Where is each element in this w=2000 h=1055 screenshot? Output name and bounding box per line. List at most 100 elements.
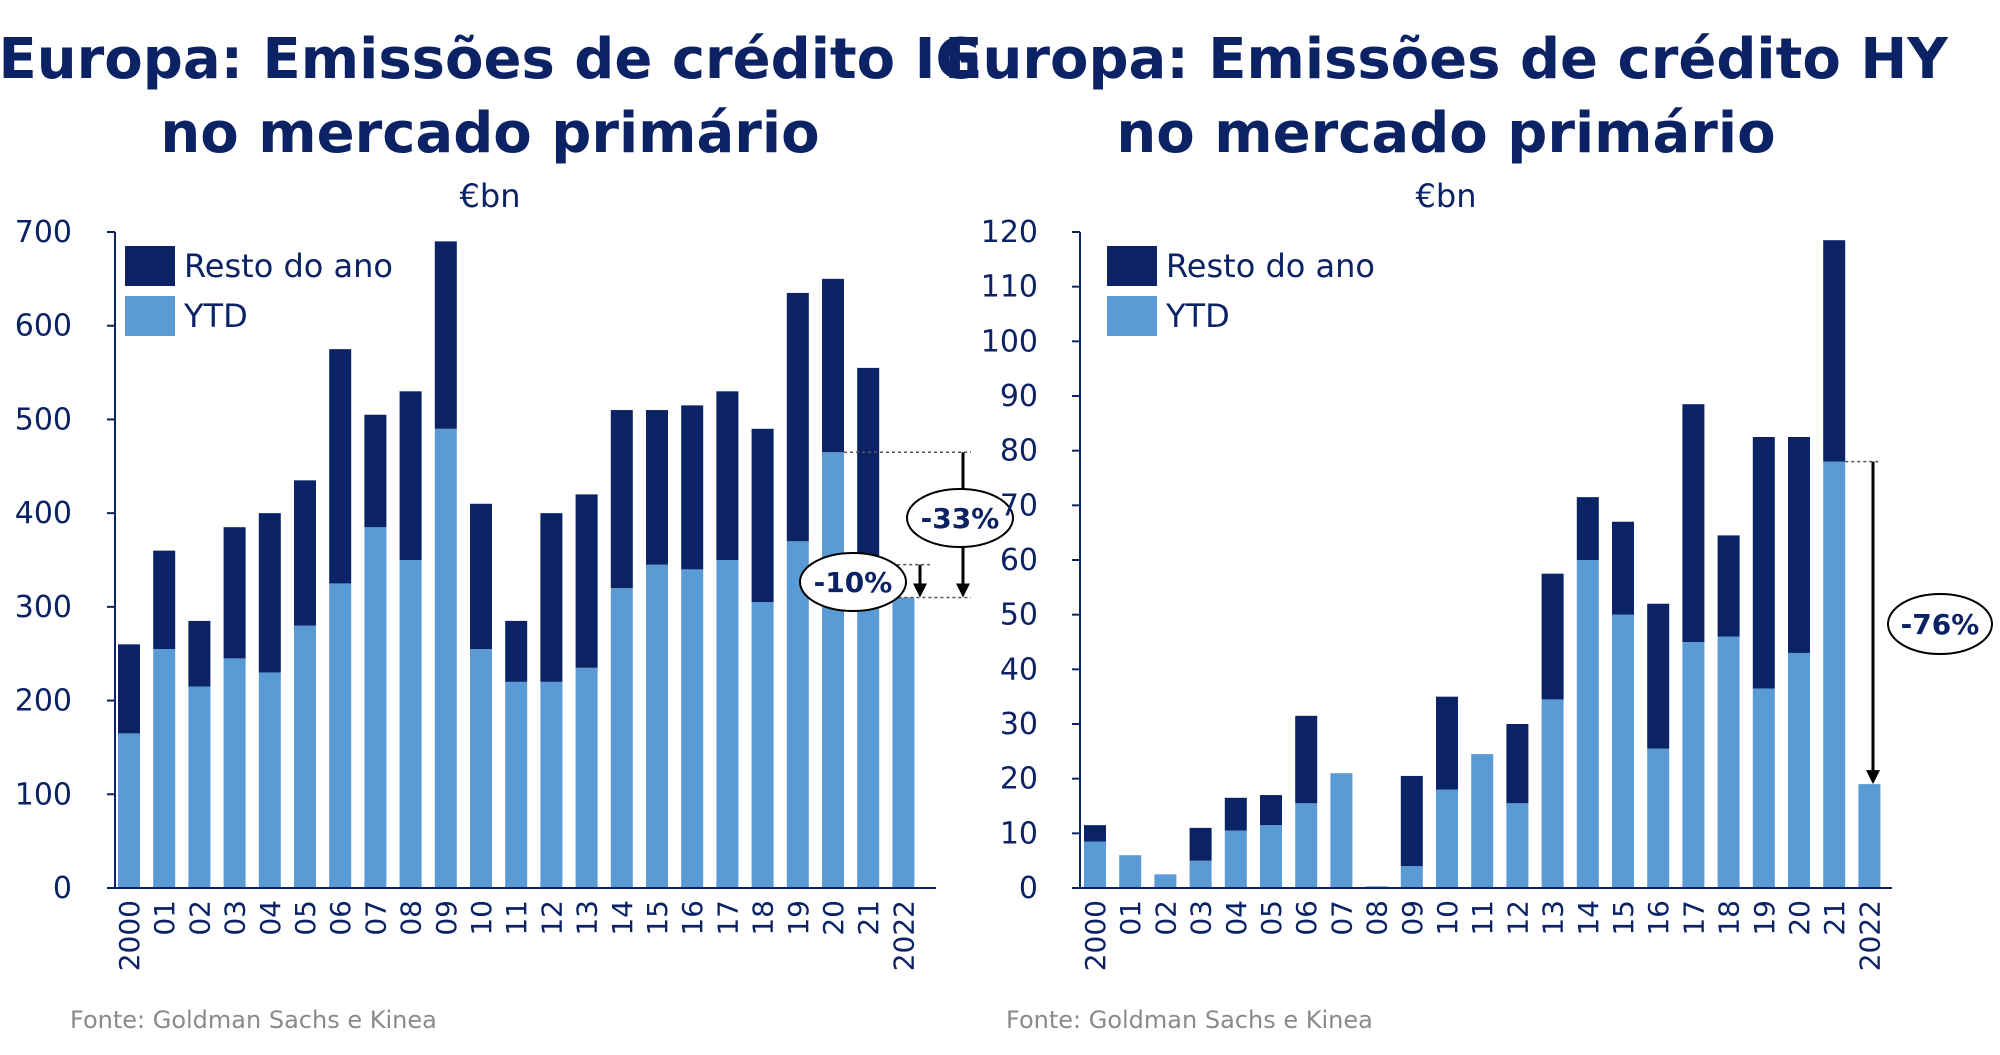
chart-hy-y-tick-label: 100 xyxy=(981,324,1038,359)
chart-hy-bar-ytd xyxy=(1717,636,1740,888)
chart-hy-x-tick-label: 14 xyxy=(1572,900,1605,936)
chart-ig-legend-label-rest: Resto do ano xyxy=(184,247,393,285)
chart-ig-bar-ytd xyxy=(716,560,739,888)
chart-hy-bar-ytd xyxy=(1576,560,1599,888)
chart-hy-bar-rest xyxy=(1647,603,1670,749)
chart-ig-y-tick-label: 600 xyxy=(15,309,72,344)
chart-ig-annotation-bubble-10 xyxy=(799,552,907,612)
chart-ig-title-line1: Europa: Emissões de crédito IG xyxy=(0,27,981,92)
chart-hy-unit: €bn xyxy=(1416,177,1477,215)
chart-ig-bar-rest xyxy=(646,410,668,565)
chart-ig-y-tick-label: 500 xyxy=(15,402,72,437)
chart-ig-x-tick-label: 11 xyxy=(500,900,533,936)
chart-hy-y-tick-label: 50 xyxy=(1000,598,1038,633)
chart-hy-annotation-label-76: -76% xyxy=(1901,608,1980,641)
chart-hy-bar-rest xyxy=(1295,715,1318,804)
chart-hy-bar-ytd xyxy=(1858,784,1881,888)
chart-ig-legend-label-ytd: YTD xyxy=(183,297,248,335)
chart-ig-x-tick-label: 07 xyxy=(359,900,392,936)
chart-hy-x-tick-label: 19 xyxy=(1748,900,1781,936)
chart-ig-bar-rest xyxy=(188,620,211,687)
chart-hy-y-tick-label: 80 xyxy=(1000,434,1038,469)
chart-ig-legend-swatch-ytd xyxy=(125,296,175,336)
chart-hy-y-tick-label: 110 xyxy=(981,270,1038,305)
chart-ig-bar-rest xyxy=(540,513,563,682)
chart-hy-y-tick-label: 90 xyxy=(1000,379,1038,414)
chart-hy-x-tick-label: 11 xyxy=(1466,900,1499,936)
chart-hy-title-line2: no mercado primário xyxy=(1116,101,1775,166)
chart-ig-bar-rest xyxy=(505,620,528,682)
chart-hy-bar-rest xyxy=(1612,521,1634,615)
chart-hy-y-tick-label: 60 xyxy=(1000,543,1038,578)
chart-hy-x-tick-label: 01 xyxy=(1114,900,1147,936)
chart-hy-bar-rest xyxy=(1682,404,1705,642)
chart-hy-x-tick-label: 21 xyxy=(1818,900,1851,936)
chart-hy-x-tick-label: 02 xyxy=(1149,900,1182,936)
chart-hy-y-tick-label: 70 xyxy=(1000,488,1038,523)
chart-ig-bar-rest xyxy=(223,527,246,659)
chart-ig-annotation-arrowhead-33 xyxy=(956,583,970,598)
chart-ig-legend-swatch-rest xyxy=(125,246,175,286)
chart-ig-bar-rest xyxy=(822,278,844,453)
chart-ig-x-tick-label: 12 xyxy=(535,900,568,936)
chart-ig-y-tick-label: 200 xyxy=(15,684,72,719)
chart-hy-x-tick-label: 18 xyxy=(1713,900,1746,936)
chart-ig-bar-rest xyxy=(153,550,176,650)
chart-hy-bar-ytd xyxy=(1471,754,1494,888)
chart-hy-y-tick-label: 10 xyxy=(1000,816,1038,851)
chart-hy-bar-ytd xyxy=(1506,803,1529,888)
chart-hy-x-tick-label: 07 xyxy=(1325,900,1358,936)
chart-hy-legend-label-rest: Resto do ano xyxy=(1166,247,1375,285)
chart-ig-bar-rest xyxy=(681,405,704,570)
chart-hy-bar-ytd xyxy=(1154,874,1177,888)
chart-ig-x-tick-label: 05 xyxy=(289,900,322,936)
chart-ig-x-tick-label: 01 xyxy=(148,900,181,936)
chart-ig-bar-ytd xyxy=(258,672,281,888)
chart-hy-bar-rest xyxy=(1400,775,1423,867)
chart-ig-y-tick-label: 100 xyxy=(15,777,72,812)
chart-ig-x-tick-label: 13 xyxy=(571,900,604,936)
chart-hy-bar-ytd xyxy=(1119,855,1142,888)
chart-ig-annotation-label-33: -33% xyxy=(921,502,1000,535)
chart-hy-bar-ytd xyxy=(1612,614,1634,888)
chart-ig-y-tick-label: 400 xyxy=(15,496,72,531)
chart-ig-x-tick-label: 08 xyxy=(395,900,428,936)
chart-hy-bar-rest xyxy=(1823,240,1846,462)
chart-hy-bar-rest xyxy=(1189,827,1212,861)
chart-hy-x-tick-label: 10 xyxy=(1431,900,1464,936)
chart-hy-legend-label-ytd: YTD xyxy=(1165,297,1230,335)
chart-ig-bar-ytd xyxy=(751,602,774,888)
chart-ig-bar-rest xyxy=(329,349,352,584)
chart-ig-bar-rest xyxy=(857,367,880,570)
chart-hy-x-tick-label: 09 xyxy=(1396,900,1429,936)
chart-hy-bar-ytd xyxy=(1788,652,1810,888)
chart-ig-bar-rest xyxy=(610,410,633,589)
chart-hy-legend-swatch-rest xyxy=(1107,246,1157,286)
chart-hy-bar-ytd xyxy=(1189,860,1212,888)
chart-hy-x-tick-label: 03 xyxy=(1185,900,1218,936)
chart-hy-x-tick-label: 05 xyxy=(1255,900,1288,936)
chart-hy-bar-ytd xyxy=(1823,461,1846,888)
chart-hy-x-tick-label: 2022 xyxy=(1853,900,1886,971)
chart-ig-y-tick-label: 300 xyxy=(15,590,72,625)
chart-hy-bar-rest xyxy=(1541,573,1564,700)
chart-ig-y-tick-label: 700 xyxy=(15,215,72,250)
chart-ig-x-tick-label: 20 xyxy=(817,900,850,936)
chart-ig-y-tick-label: 0 xyxy=(53,871,72,906)
chart-hy-x-tick-label: 06 xyxy=(1290,900,1323,936)
chart-hy-bar-rest xyxy=(1788,437,1810,653)
chart-hy-bar-rest xyxy=(1084,825,1106,842)
chart-ig-x-tick-label: 04 xyxy=(254,900,287,936)
chart-ig: Europa: Emissões de crédito IG no mercad… xyxy=(0,27,1014,1034)
chart-ig-x-tick-label: 19 xyxy=(782,900,815,936)
chart-hy-bar-rest xyxy=(1717,535,1740,637)
chart-ig-bar-rest xyxy=(786,292,809,542)
chart-hy-annotation-bubble-76 xyxy=(1887,593,1993,655)
chart-ig-bar-ytd xyxy=(610,588,633,888)
chart-ig-title-line2: no mercado primário xyxy=(160,101,819,166)
chart-hy-y-tick-label: 0 xyxy=(1019,871,1038,906)
chart-hy-x-tick-label: 12 xyxy=(1501,900,1534,936)
chart-hy-y-tick-label: 30 xyxy=(1000,707,1038,742)
chart-hy-bar-ytd xyxy=(1224,830,1247,888)
